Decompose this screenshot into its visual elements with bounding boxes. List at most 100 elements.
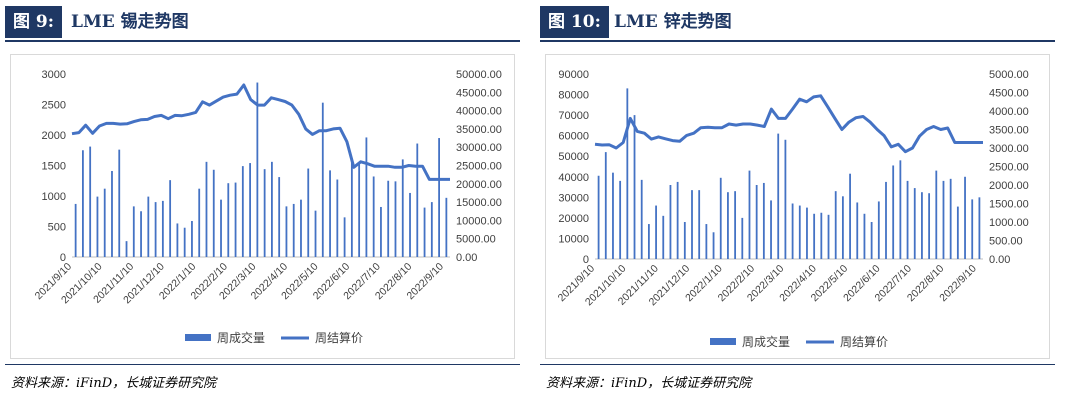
y-right-tick-label: 1000.00 [989, 217, 1029, 229]
legend-bar-label: 周成交量 [217, 330, 265, 345]
volume-bar [770, 200, 772, 259]
volume-bar [205, 161, 208, 257]
volume-bar [220, 199, 222, 257]
title-rule [5, 40, 520, 42]
volume-bar [956, 206, 959, 259]
volume-bar [300, 199, 302, 257]
volume-bar [748, 170, 751, 259]
volume-bar [597, 175, 600, 259]
volume-bar [321, 102, 324, 257]
y-right-tick-label: 30000.00 [456, 142, 502, 154]
y-right-tick-label: 45000.00 [456, 87, 502, 99]
y-right-tick-label: 4000.00 [989, 106, 1029, 118]
volume-bar [734, 191, 737, 259]
volume-bar [647, 224, 650, 259]
volume-bar [841, 196, 844, 259]
legend-line-label: 周结算价 [315, 330, 363, 345]
volume-bar [438, 138, 440, 257]
y-left-tick-label: 80000 [558, 90, 589, 102]
source-rule [5, 364, 520, 365]
volume-bar [820, 212, 823, 259]
chart-tin: 0500100015002000250030000.005000.0010000… [33, 69, 502, 345]
legend-line-label: 周结算价 [840, 334, 888, 349]
volume-bar [169, 180, 172, 257]
chart-panel-zinc: 图 10: LME 锌走势图 0 10000 20000 30000 40000 5000… [540, 0, 1060, 402]
volume-bar [892, 165, 895, 259]
volume-bar [183, 227, 186, 257]
y-right-tick-label: 50000.00 [456, 69, 502, 81]
volume-bar [612, 172, 614, 259]
y-left-tick-label: 3000 [42, 69, 66, 81]
y-left-tick-label: 0 [583, 254, 589, 266]
volume-bar [698, 190, 701, 259]
volume-bar [683, 222, 686, 259]
volume-bar [212, 169, 215, 257]
legend-bar-label: 周成交量 [742, 334, 790, 349]
y-left-tick-label: 10000 [558, 233, 589, 245]
volume-bar [762, 182, 765, 259]
volume-bar [343, 217, 346, 257]
volume-bar [849, 173, 851, 259]
volume-bar [705, 224, 708, 259]
volume-bar [755, 185, 758, 259]
volume-bar [827, 214, 830, 259]
y-right-tick-label: 5000.00 [456, 234, 496, 246]
volume-bar [445, 197, 448, 257]
y-right-tick-label: 5000.00 [989, 69, 1029, 81]
figure-number: 图 9: [5, 6, 63, 38]
y-right-tick-label: 2000.00 [989, 180, 1029, 192]
volume-bar [676, 181, 679, 259]
y-left-tick-label: 20000 [558, 213, 589, 225]
volume-bar [813, 213, 816, 259]
volume-bar [719, 177, 722, 259]
volume-bar [870, 222, 873, 259]
volume-bar [777, 133, 780, 259]
volume-bar [921, 192, 923, 259]
volume-bar [899, 160, 902, 259]
y-right-tick-label: 3500.00 [989, 125, 1029, 137]
title-rule [540, 40, 1055, 42]
volume-bar [877, 201, 880, 259]
chart-zinc: 0 10000 20000 30000 40000 50000 60000 70000 8000… [556, 69, 1029, 349]
volume-bar [372, 176, 375, 257]
volume-bar [314, 210, 317, 257]
volume-bar [161, 200, 164, 257]
volume-bar [329, 170, 331, 257]
y-right-tick-label: 3000.00 [989, 143, 1029, 155]
volume-bar [154, 202, 157, 257]
y-left-tick-label: 1000 [42, 191, 66, 203]
volume-bar [791, 203, 794, 259]
volume-bar [96, 196, 99, 257]
settlement-price-line [71, 83, 450, 181]
volume-bar [263, 169, 266, 257]
volume-bar [103, 188, 106, 257]
volume-bar [365, 137, 368, 257]
volume-bar [416, 143, 419, 257]
y-left-tick-label: 60000 [558, 131, 589, 143]
volume-bar [863, 213, 866, 259]
volume-bar [669, 185, 672, 259]
y-left-tick-label: 500 [48, 222, 66, 234]
figure-title-text: LME 锡走势图 [71, 12, 189, 32]
y-left-tick-label: 1500 [42, 161, 66, 173]
source-note: 资料来源：iFinD，长城证券研究院 [11, 376, 217, 391]
volume-bar [885, 181, 887, 259]
volume-bar [147, 196, 150, 257]
y-left-tick-label: 70000 [558, 110, 589, 122]
volume-bar [401, 159, 404, 257]
volume-bar [964, 176, 966, 259]
volume-bar [89, 146, 92, 257]
volume-bar [712, 232, 715, 259]
source-note: 资料来源：iFinD，长城证券研究院 [546, 376, 752, 391]
volume-bar [978, 197, 981, 259]
volume-bar [82, 150, 84, 257]
volume-bar [604, 152, 607, 259]
volume-bar [784, 139, 787, 259]
y-right-tick-label: 25000.00 [456, 161, 502, 173]
y-left-tick-label: 40000 [558, 172, 589, 184]
y-right-tick-label: 2500.00 [989, 162, 1029, 174]
volume-bar [856, 202, 859, 259]
volume-bar [198, 188, 201, 257]
chart-frame [545, 54, 1050, 359]
y-right-tick-label: 15000.00 [456, 197, 502, 209]
